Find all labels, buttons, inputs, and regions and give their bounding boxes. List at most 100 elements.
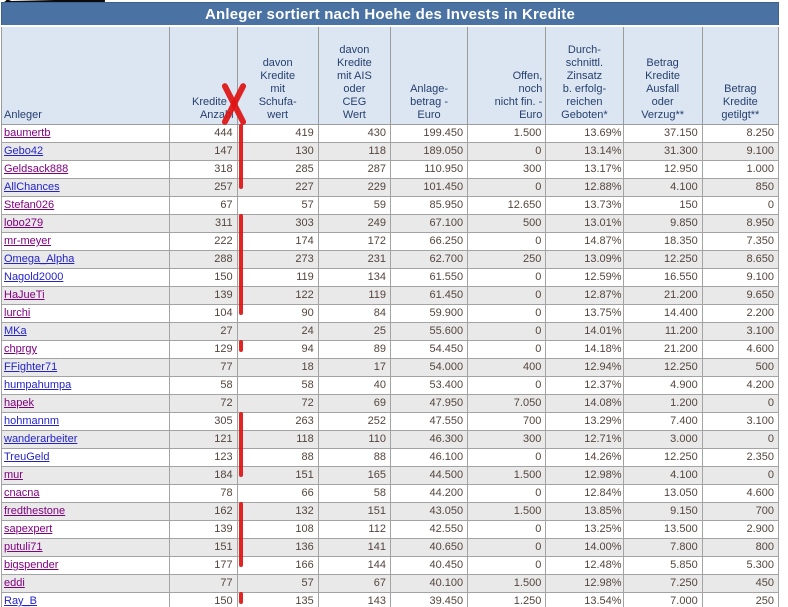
- investor-link[interactable]: AllChances: [4, 181, 60, 193]
- cell-kredite-anzahl: 139: [169, 520, 238, 539]
- column-header-anlagebetrag-euro: Anlage- betrag - Euro: [389, 25, 469, 125]
- investor-link[interactable]: hapek: [4, 397, 34, 409]
- investor-link[interactable]: bigspender: [4, 559, 59, 571]
- cell-betrag-getilgt: 2.350: [701, 448, 780, 467]
- investor-link[interactable]: Geldsack888: [4, 163, 69, 175]
- cell-betrag-ausfall-verzug: 12.950: [622, 160, 703, 179]
- investor-link[interactable]: hohmannm: [4, 415, 60, 427]
- cell-anleger: HaJueTi: [0, 286, 171, 305]
- investor-link[interactable]: MKa: [4, 325, 27, 337]
- column-header-offen-nicht-finanziert: Offen, noch nicht fin. - Euro: [467, 25, 547, 125]
- investor-link[interactable]: HaJueTi: [4, 289, 45, 301]
- investor-link[interactable]: Stefan026: [4, 199, 55, 211]
- investor-link[interactable]: chprgy: [4, 343, 38, 355]
- cell-betrag-getilgt: 9.650: [701, 286, 780, 305]
- cell-offen-nicht-finanziert: 0: [467, 178, 547, 197]
- investor-link[interactable]: Gebo42: [4, 145, 44, 157]
- investor-link[interactable]: fredthestone: [4, 505, 66, 517]
- cell-betrag-ausfall-verzug: 31.300: [622, 142, 703, 161]
- cell-kredite-mit-ais-ceg: 134: [317, 268, 391, 287]
- cell-kredite-anzahl: 147: [169, 142, 238, 161]
- cell-durchschnittl-zinssatz: 13.54%: [545, 592, 624, 607]
- cell-betrag-getilgt: 3.100: [701, 412, 780, 431]
- cell-offen-nicht-finanziert: 500: [467, 214, 547, 233]
- cell-anleger: lurchi: [0, 304, 171, 323]
- cell-kredite-mit-ais-ceg: 119: [317, 286, 391, 305]
- cell-betrag-getilgt: 8.650: [701, 250, 780, 269]
- cell-betrag-ausfall-verzug: 7.400: [622, 412, 703, 431]
- cell-kredite-anzahl: 129: [169, 340, 238, 359]
- investor-link[interactable]: TreuGeld: [4, 451, 50, 463]
- investor-link[interactable]: mr-meyer: [4, 235, 52, 247]
- investor-link[interactable]: lobo279: [4, 217, 44, 229]
- investor-link[interactable]: humpahumpa: [4, 379, 72, 391]
- cell-offen-nicht-finanziert: 0: [467, 538, 547, 557]
- cell-offen-nicht-finanziert: 0: [467, 520, 547, 539]
- cell-durchschnittl-zinssatz: 13.85%: [545, 502, 624, 521]
- table-row: HaJueTi 139 122 119 61.450 0 12.87% 21.200 9.650: [0, 286, 780, 305]
- cell-kredite-mit-ais-ceg: 141: [317, 538, 391, 557]
- investor-link[interactable]: cnacna: [4, 487, 40, 499]
- investor-link[interactable]: sapexpert: [4, 523, 53, 535]
- cell-kredite-mit-ais-ceg: 231: [317, 250, 391, 269]
- table-row: MKa 27 24 25 55.600 0 14.01% 11.200 3.100: [0, 322, 780, 341]
- cell-kredite-mit-schufawert: 227: [236, 178, 319, 197]
- cell-betrag-ausfall-verzug: 5.850: [622, 556, 703, 575]
- cell-kredite-mit-schufawert: 18: [236, 358, 319, 377]
- cell-kredite-mit-ais-ceg: 25: [317, 322, 391, 341]
- cell-kredite-mit-ais-ceg: 88: [317, 448, 391, 467]
- cell-kredite-mit-ais-ceg: 118: [317, 142, 391, 161]
- cell-durchschnittl-zinssatz: 13.25%: [545, 520, 624, 539]
- cell-kredite-mit-ais-ceg: 17: [317, 358, 391, 377]
- cell-kredite-mit-ais-ceg: 430: [317, 124, 391, 143]
- cell-betrag-getilgt: 700: [701, 502, 780, 521]
- cell-kredite-mit-schufawert: 151: [236, 466, 319, 485]
- investor-link[interactable]: baumertb: [4, 127, 51, 139]
- cell-betrag-ausfall-verzug: 16.550: [622, 268, 703, 287]
- investor-link[interactable]: Ray_B: [4, 595, 38, 607]
- cell-betrag-ausfall-verzug: 7.000: [622, 592, 703, 607]
- cell-kredite-anzahl: 318: [169, 160, 238, 179]
- cell-betrag-getilgt: 0: [701, 430, 780, 449]
- cell-betrag-getilgt: 4.600: [701, 340, 780, 359]
- cell-kredite-mit-schufawert: 132: [236, 502, 319, 521]
- cell-kredite-anzahl: 77: [169, 574, 238, 593]
- cell-offen-nicht-finanziert: 0: [467, 376, 547, 395]
- cell-anleger: Nagold2000: [0, 268, 171, 287]
- cell-betrag-ausfall-verzug: 4.100: [622, 178, 703, 197]
- page-title: Anleger sortiert nach Hoehe des Invests …: [1, 2, 779, 27]
- cell-kredite-mit-ais-ceg: 69: [317, 394, 391, 413]
- cell-durchschnittl-zinssatz: 14.26%: [545, 448, 624, 467]
- cell-offen-nicht-finanziert: 0: [467, 142, 547, 161]
- table-row: eddi 77 57 67 40.100 1.500 12.98% 7.250 450: [0, 574, 780, 593]
- cell-kredite-mit-ais-ceg: 229: [317, 178, 391, 197]
- cell-kredite-mit-schufawert: 273: [236, 250, 319, 269]
- cell-offen-nicht-finanziert: 0: [467, 232, 547, 251]
- cell-kredite-anzahl: 78: [169, 484, 238, 503]
- cell-kredite-mit-schufawert: 58: [236, 376, 319, 395]
- cell-kredite-mit-schufawert: 57: [236, 196, 319, 215]
- investor-link[interactable]: putuli71: [4, 541, 43, 553]
- cell-kredite-anzahl: 58: [169, 376, 238, 395]
- cell-kredite-anzahl: 444: [169, 124, 238, 143]
- cell-offen-nicht-finanziert: 7.050: [467, 394, 547, 413]
- cell-durchschnittl-zinssatz: 12.48%: [545, 556, 624, 575]
- table-row: mur 184 151 165 44.500 1.500 12.98% 4.100 0: [0, 466, 780, 485]
- investor-link[interactable]: Omega_Alpha: [4, 253, 75, 265]
- cell-anleger: mr-meyer: [0, 232, 171, 251]
- cell-durchschnittl-zinssatz: 13.01%: [545, 214, 624, 233]
- table-row: bigspender 177 166 144 40.450 0 12.48% 5.850 5.3…: [0, 556, 780, 575]
- investor-link[interactable]: FFighter71: [4, 361, 58, 373]
- investor-link[interactable]: eddi: [4, 577, 25, 589]
- cell-anlagebetrag-euro: 44.200: [389, 484, 469, 503]
- cell-offen-nicht-finanziert: 1.500: [467, 466, 547, 485]
- investor-link[interactable]: wanderarbeiter: [4, 433, 78, 445]
- table-row: putuli71 151 136 141 40.650 0 14.00% 7.800 800: [0, 538, 780, 557]
- investor-link[interactable]: mur: [4, 469, 23, 481]
- table-row: baumertb 444 419 430 199.450 1.500 13.69% 37.15…: [0, 124, 780, 143]
- cell-kredite-mit-ais-ceg: 84: [317, 304, 391, 323]
- investor-link[interactable]: lurchi: [4, 307, 31, 319]
- column-header-kredite-anzahl: Kredite - Anzahl: [169, 25, 238, 125]
- cell-kredite-anzahl: 222: [169, 232, 238, 251]
- investor-link[interactable]: Nagold2000: [4, 271, 64, 283]
